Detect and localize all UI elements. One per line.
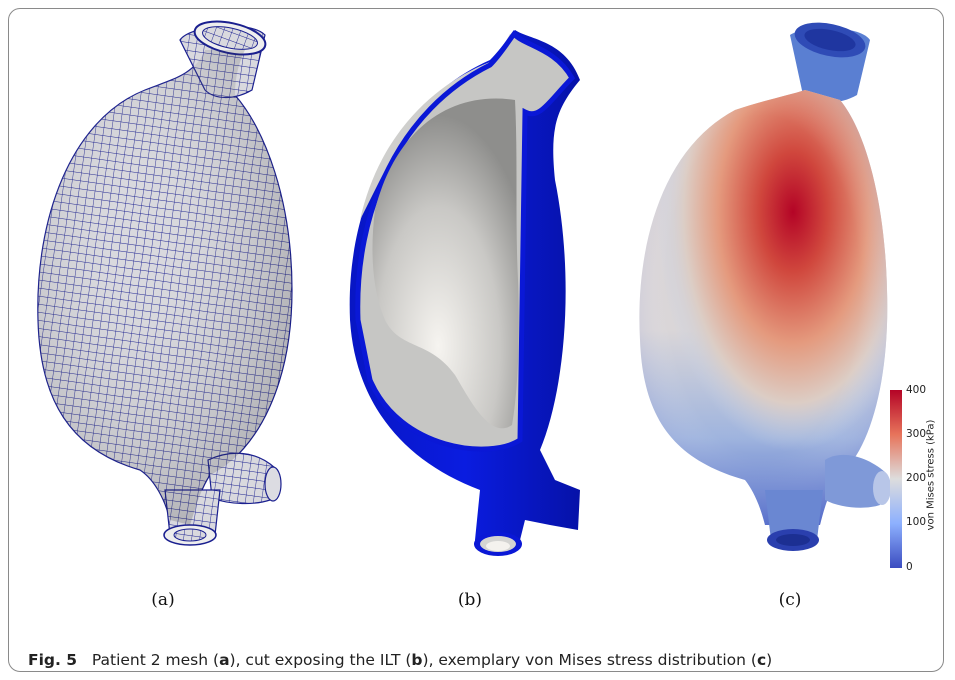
colorbar-tick-400: 400 xyxy=(906,384,927,396)
panel-a-label: (a) xyxy=(151,590,175,610)
colorbar-tick-200: 200 xyxy=(906,472,927,484)
colorbar xyxy=(890,390,902,568)
caption-ref-c: c xyxy=(756,651,767,669)
caption-text-1: Patient 2 mesh ( xyxy=(91,651,220,669)
panel-c-von-mises-stress xyxy=(639,22,891,551)
caption-text-2: ), cut exposing the ILT ( xyxy=(229,651,412,669)
panel-a-mesh xyxy=(37,20,293,546)
colorbar-title: von Mises stress (kPa) xyxy=(925,419,937,531)
colorbar-tick-0: 0 xyxy=(906,561,913,573)
colorbar-tick-300: 300 xyxy=(906,428,927,440)
panel-b-cut-ilt xyxy=(349,30,580,556)
caption-text-4: ) xyxy=(766,651,773,669)
colorbar-tick-100: 100 xyxy=(906,516,927,528)
caption-text-3: ), exemplary von Mises stress distributi… xyxy=(422,651,757,669)
figure-caption: Fig. 5 Patient 2 mesh (a), cut exposing … xyxy=(28,651,772,669)
caption-ref-a: a xyxy=(219,651,230,669)
figure-number: Fig. 5 xyxy=(28,651,78,669)
panel-b-label: (b) xyxy=(457,590,483,610)
caption-ref-b: b xyxy=(411,651,423,669)
panel-c-label: (c) xyxy=(778,590,802,610)
